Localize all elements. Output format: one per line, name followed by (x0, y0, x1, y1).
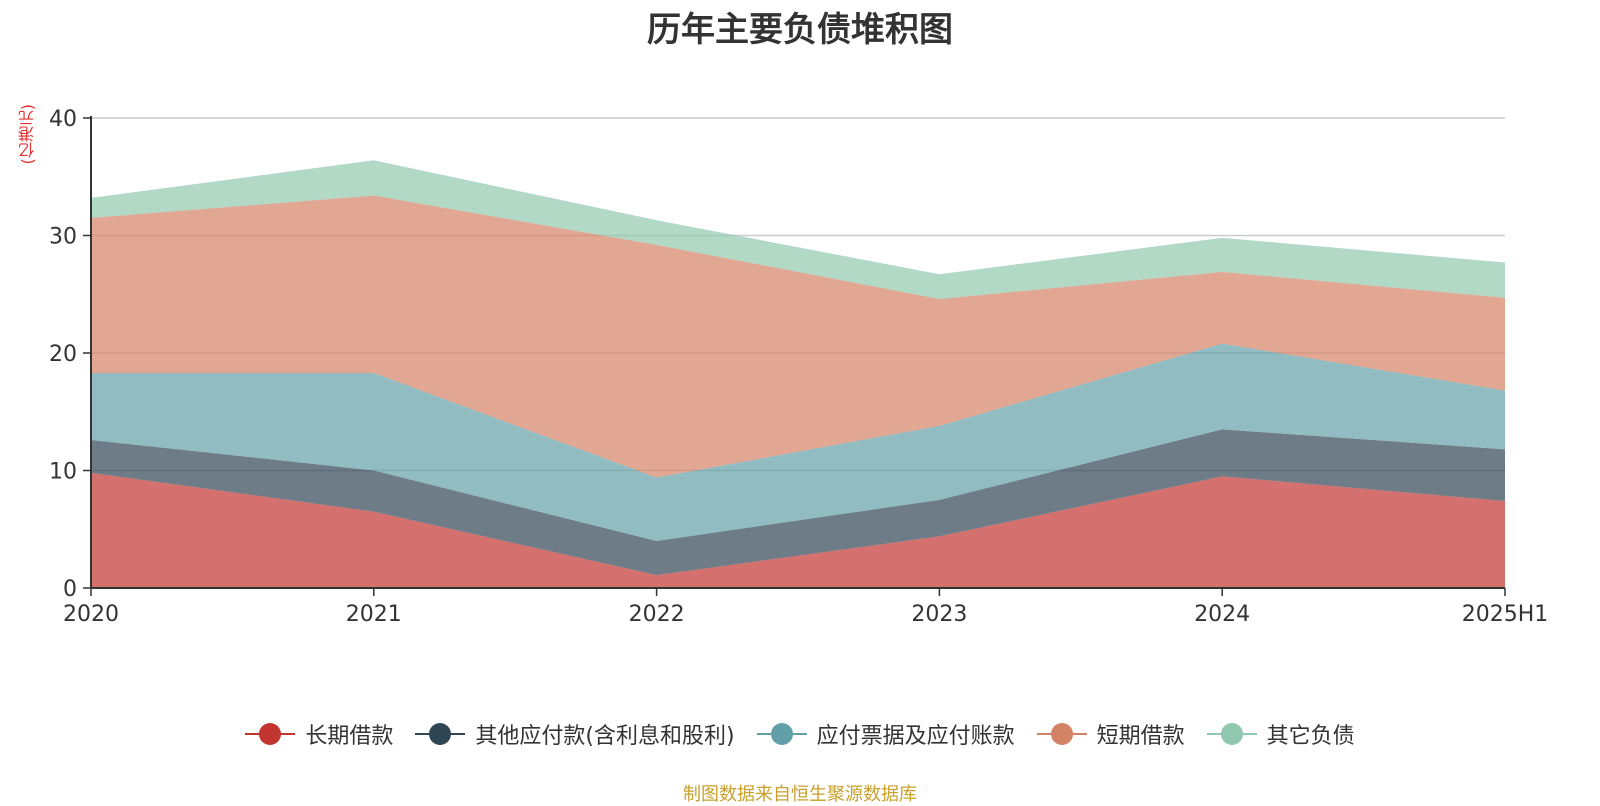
legend-marker-icon (1036, 722, 1087, 746)
legend-item-3[interactable]: 应付票据及应付账款 (756, 718, 1015, 750)
legend-marker-icon (1206, 722, 1257, 746)
x-tick-label: 2025H1 (1462, 602, 1549, 627)
legend-item-5[interactable]: 其它负债 (1206, 718, 1355, 750)
x-tick-label: 2020 (63, 602, 119, 627)
area-series-4[interactable] (91, 195, 1505, 478)
legend-item-2[interactable]: 其他应付款(含利息和股利) (415, 718, 735, 750)
legend-label: 其他应付款(含利息和股利) (475, 724, 735, 749)
legend-marker-icon (245, 722, 296, 746)
x-tick-label: 2023 (911, 602, 967, 627)
area-series-1[interactable] (91, 472, 1505, 588)
legend-label: 长期借款 (305, 724, 394, 749)
legend-marker-icon (415, 722, 466, 746)
legend-item-4[interactable]: 短期借款 (1036, 718, 1185, 750)
legend-label: 应付票据及应付账款 (816, 724, 1015, 749)
y-tick-label: 0 (63, 577, 77, 602)
y-tick-label: 30 (49, 225, 77, 250)
stacked-area-chart: 0 10 20 30 40 2020 2021 2022 2023 2024 2025H1 (49, 107, 1548, 627)
area-series-2[interactable] (91, 429, 1505, 576)
data-source-note: 制图数据来自恒生聚源数据库 (683, 784, 917, 805)
chart-title: 历年主要负债堆积图 (647, 10, 953, 50)
x-tick-label: 2022 (629, 602, 685, 627)
x-tick-label: 2024 (1194, 602, 1250, 627)
legend-label: 其它负债 (1266, 724, 1355, 749)
x-tick-label: 2021 (346, 602, 402, 627)
legend: 长期借款 其他应付款(含利息和股利) 应付票据及应付账款 短期借款 其它负债 (0, 718, 1600, 750)
legend-label: 短期借款 (1096, 724, 1185, 749)
area-series (91, 160, 1505, 588)
y-tick-label: 40 (49, 107, 77, 132)
legend-item-1[interactable]: 长期借款 (245, 718, 393, 750)
area-series-5[interactable] (91, 160, 1505, 299)
y-tick-label: 10 (49, 460, 77, 485)
axes: 0 10 20 30 40 2020 2021 2022 2023 2024 2025H1 (49, 107, 1548, 627)
y-tick-label: 20 (49, 342, 77, 367)
area-series-3[interactable] (91, 343, 1505, 541)
legend-marker-icon (756, 722, 807, 746)
